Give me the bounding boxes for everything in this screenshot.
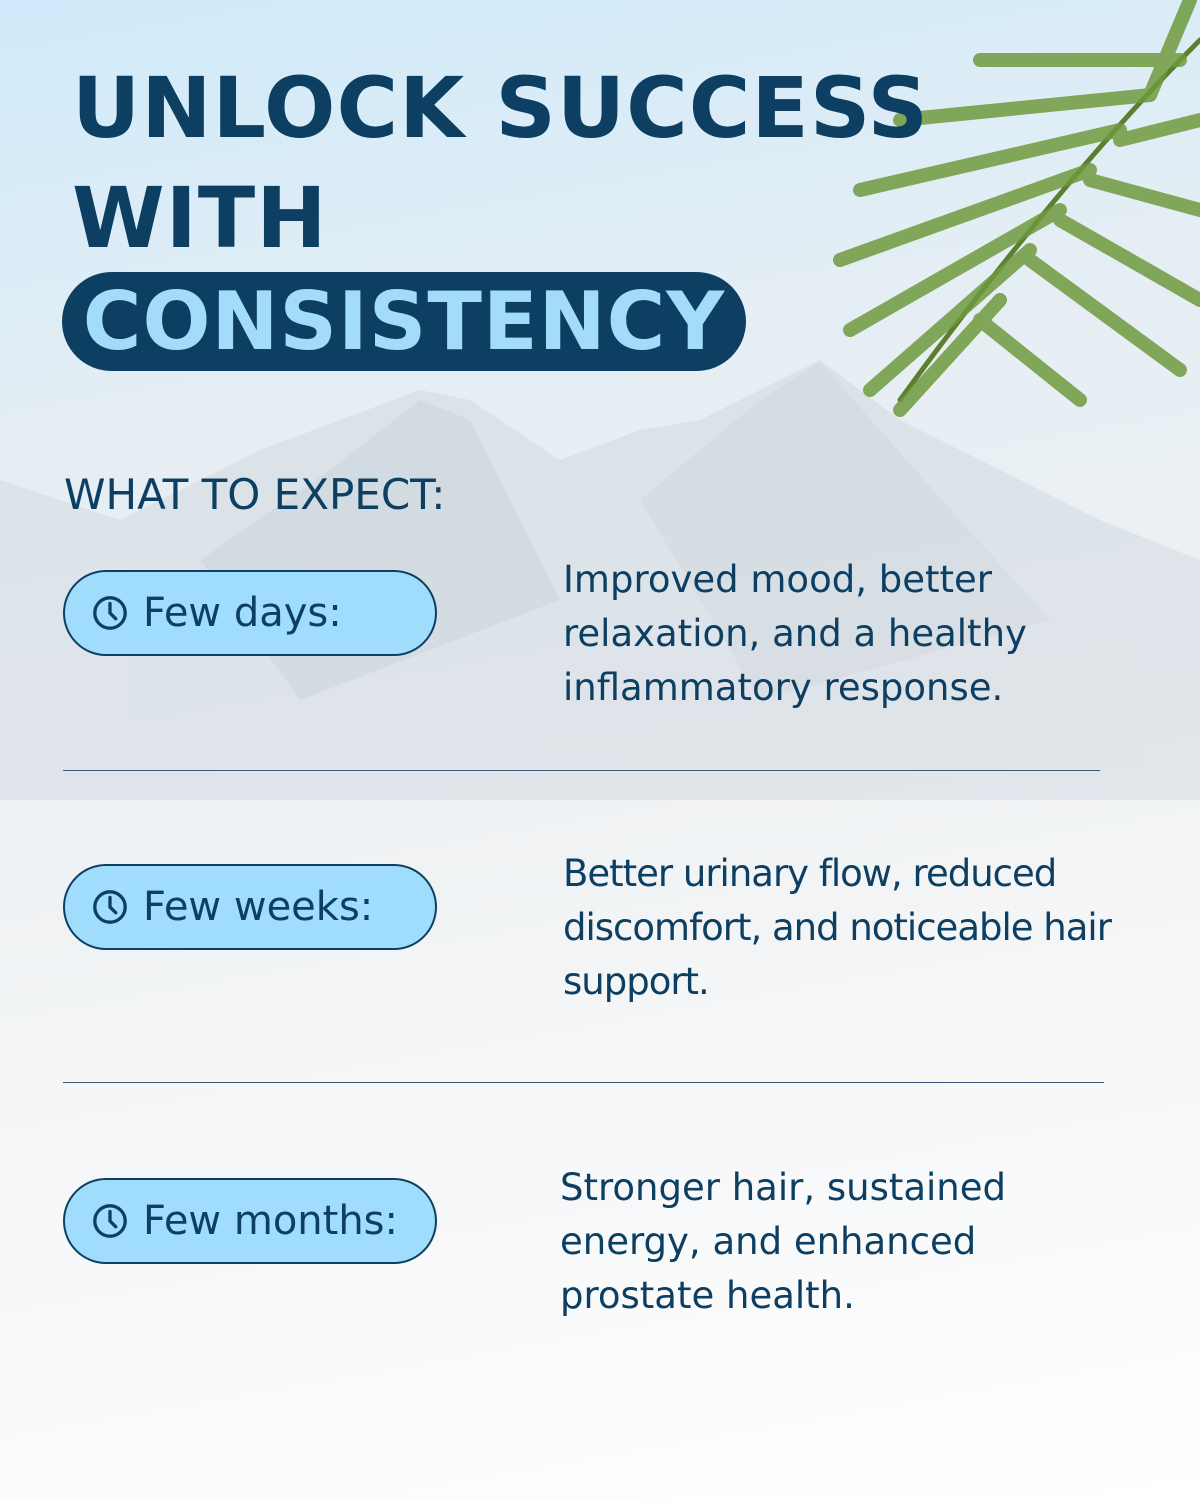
timeline-label: Few weeks: bbox=[143, 884, 374, 930]
headline-line-1: UNLOCK SUCCESS bbox=[72, 59, 930, 157]
clock-icon bbox=[93, 890, 127, 924]
divider bbox=[63, 1082, 1104, 1083]
timeline-pill-weeks: Few weeks: bbox=[63, 864, 437, 950]
timeline-description: Improved mood, better relaxation, and a … bbox=[563, 558, 1027, 709]
timeline-description: Better urinary flow, reduced discomfort,… bbox=[563, 852, 1112, 1003]
divider bbox=[63, 770, 1100, 771]
timeline-pill-days: Few days: bbox=[63, 570, 437, 656]
timeline-label: Few days: bbox=[143, 590, 342, 636]
palm-leaf-image bbox=[833, 0, 1200, 417]
timeline-description: Stronger hair, sustained energy, and enh… bbox=[560, 1166, 1007, 1317]
headline-line-2: WITH bbox=[72, 169, 328, 267]
headline-highlight-badge: CONSISTENCY bbox=[62, 272, 746, 371]
timeline-pill-months: Few months: bbox=[63, 1178, 437, 1264]
subheading: WHAT TO EXPECT: bbox=[64, 470, 446, 519]
clock-icon bbox=[93, 596, 127, 630]
clock-icon bbox=[93, 1204, 127, 1238]
timeline-label: Few months: bbox=[143, 1198, 398, 1244]
headline-highlight-text: CONSISTENCY bbox=[82, 275, 726, 368]
